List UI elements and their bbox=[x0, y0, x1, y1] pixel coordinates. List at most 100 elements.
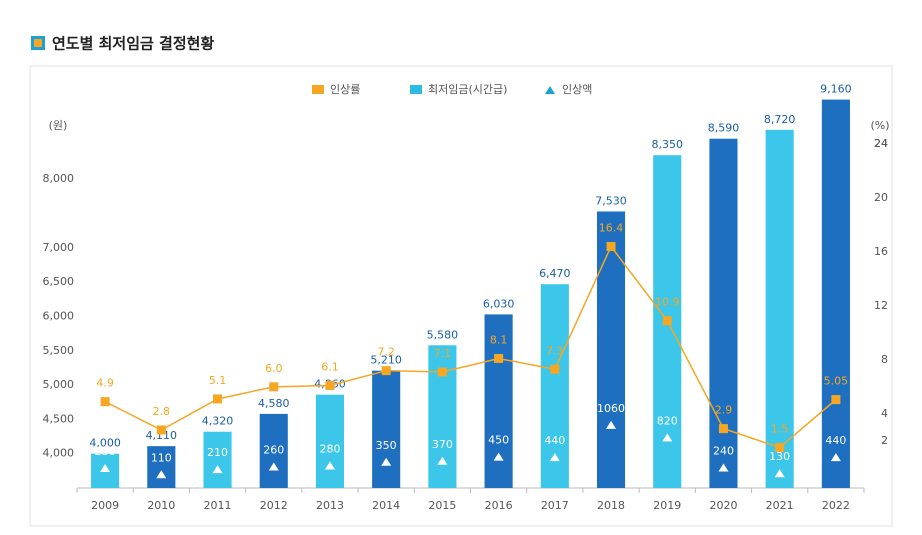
y2-tick-label: 16 bbox=[874, 245, 888, 258]
rate-point bbox=[325, 380, 335, 390]
rate-label: 7.3 bbox=[546, 344, 564, 357]
legend-swatch bbox=[312, 85, 324, 94]
x-tick-label: 2013 bbox=[316, 499, 344, 512]
rate-label: 4.9 bbox=[96, 377, 114, 390]
bar bbox=[765, 129, 794, 489]
rate-point bbox=[831, 395, 841, 405]
bar-value-label: 5,210 bbox=[370, 354, 402, 367]
y-tick-label: 4,500 bbox=[43, 412, 75, 425]
increase-marker bbox=[156, 470, 167, 479]
legend-label: 인상액 bbox=[562, 83, 592, 96]
increase-marker bbox=[212, 465, 223, 474]
rate-point bbox=[662, 316, 672, 326]
x-tick-label: 2010 bbox=[147, 499, 175, 512]
y2-tick-label: 4 bbox=[881, 407, 888, 420]
rate-label: 8.1 bbox=[490, 333, 508, 346]
y2-tick-label: 24 bbox=[874, 137, 888, 150]
increase-label: 240 bbox=[713, 445, 734, 458]
increase-label: 820 bbox=[657, 414, 678, 427]
increase-marker bbox=[662, 433, 673, 442]
bar-value-label: 7,530 bbox=[595, 194, 627, 207]
increase-marker bbox=[437, 456, 448, 465]
x-tick-label: 2021 bbox=[766, 499, 794, 512]
y-axis-label: (원) bbox=[49, 119, 68, 132]
y-tick-label: 7,000 bbox=[43, 241, 75, 254]
increase-marker bbox=[100, 464, 111, 473]
increase-marker bbox=[268, 462, 279, 471]
bar bbox=[147, 446, 176, 488]
x-tick-label: 2022 bbox=[822, 499, 850, 512]
increase-label: 1060 bbox=[597, 402, 625, 415]
increase-label: 350 bbox=[376, 439, 397, 452]
legend-swatch bbox=[410, 85, 422, 94]
chart-frame bbox=[29, 65, 893, 527]
rate-label: 2.9 bbox=[715, 404, 733, 417]
x-tick-label: 2017 bbox=[541, 499, 569, 512]
bar-value-label: 4,580 bbox=[258, 397, 290, 410]
y2-tick-label: 2 bbox=[881, 434, 888, 447]
rate-point bbox=[213, 394, 223, 404]
rate-point bbox=[156, 425, 166, 435]
chart-title: 연도별 최저임금 결정현황 bbox=[52, 35, 214, 53]
rate-label: 1.5 bbox=[771, 423, 789, 436]
rate-label: 5.1 bbox=[209, 374, 227, 387]
rate-point bbox=[437, 367, 447, 377]
x-tick-label: 2014 bbox=[372, 499, 400, 512]
bar-value-label: 4,320 bbox=[202, 415, 234, 428]
legend-swatch bbox=[545, 86, 555, 94]
bar bbox=[259, 413, 288, 488]
bar bbox=[428, 345, 457, 488]
bar-value-label: 5,580 bbox=[427, 328, 459, 341]
rate-point bbox=[494, 353, 504, 363]
y2-tick-label: 8 bbox=[881, 353, 888, 366]
bar bbox=[203, 431, 232, 488]
bar bbox=[821, 99, 850, 488]
x-tick-label: 2018 bbox=[597, 499, 625, 512]
rate-line bbox=[104, 245, 837, 449]
rate-point bbox=[606, 242, 616, 252]
rate-point bbox=[718, 424, 728, 434]
increase-marker bbox=[381, 457, 392, 466]
bar-value-label: 8,720 bbox=[764, 113, 796, 126]
bar-value-label: 9,160 bbox=[820, 83, 852, 96]
y2-tick-label: 12 bbox=[874, 299, 888, 312]
rate-label: 6.0 bbox=[265, 362, 283, 375]
bar bbox=[596, 211, 626, 488]
bar-value-label: 6,470 bbox=[539, 267, 571, 280]
y-tick-label: 6,000 bbox=[43, 309, 75, 322]
y-tick-label: 6,500 bbox=[43, 275, 75, 288]
increase-marker bbox=[493, 452, 504, 461]
increase-label: 210 bbox=[207, 446, 228, 459]
rate-label: 7.2 bbox=[377, 346, 395, 359]
legend-label: 인상률 bbox=[330, 83, 360, 96]
x-tick-label: 2020 bbox=[709, 499, 737, 512]
bar-value-label: 8,350 bbox=[652, 138, 684, 151]
y2-axis-label: (%) bbox=[870, 119, 889, 132]
bar-value-label: 6,030 bbox=[483, 297, 515, 310]
x-tick-label: 2015 bbox=[428, 499, 456, 512]
increase-marker bbox=[774, 469, 785, 478]
bar-value-label: 8,590 bbox=[708, 122, 740, 135]
rate-label: 16.4 bbox=[599, 222, 624, 235]
increase-label: 450 bbox=[488, 434, 509, 447]
increase-label: 110 bbox=[151, 451, 172, 464]
y-tick-label: 4,000 bbox=[43, 447, 75, 460]
x-tick-label: 2012 bbox=[260, 499, 288, 512]
x-tick-label: 2016 bbox=[485, 499, 513, 512]
increase-label: 440 bbox=[544, 434, 565, 447]
y2-tick-label: 24 bbox=[874, 137, 888, 150]
increase-label: 130 bbox=[769, 450, 790, 463]
rate-point bbox=[775, 443, 785, 453]
increase-marker bbox=[549, 453, 560, 462]
increase-label: 260 bbox=[263, 443, 284, 456]
y-tick-label: 8,000 bbox=[43, 172, 75, 185]
y-tick-label: 5,500 bbox=[43, 344, 75, 357]
x-tick-label: 2011 bbox=[204, 499, 232, 512]
increase-label: 230 bbox=[95, 445, 116, 458]
x-tick-label: 2009 bbox=[91, 499, 119, 512]
increase-marker bbox=[830, 453, 841, 462]
increase-marker bbox=[718, 463, 729, 472]
y2-tick-label: 20 bbox=[874, 191, 888, 204]
increase-label: 440 bbox=[825, 434, 846, 447]
increase-label: 370 bbox=[432, 438, 453, 451]
